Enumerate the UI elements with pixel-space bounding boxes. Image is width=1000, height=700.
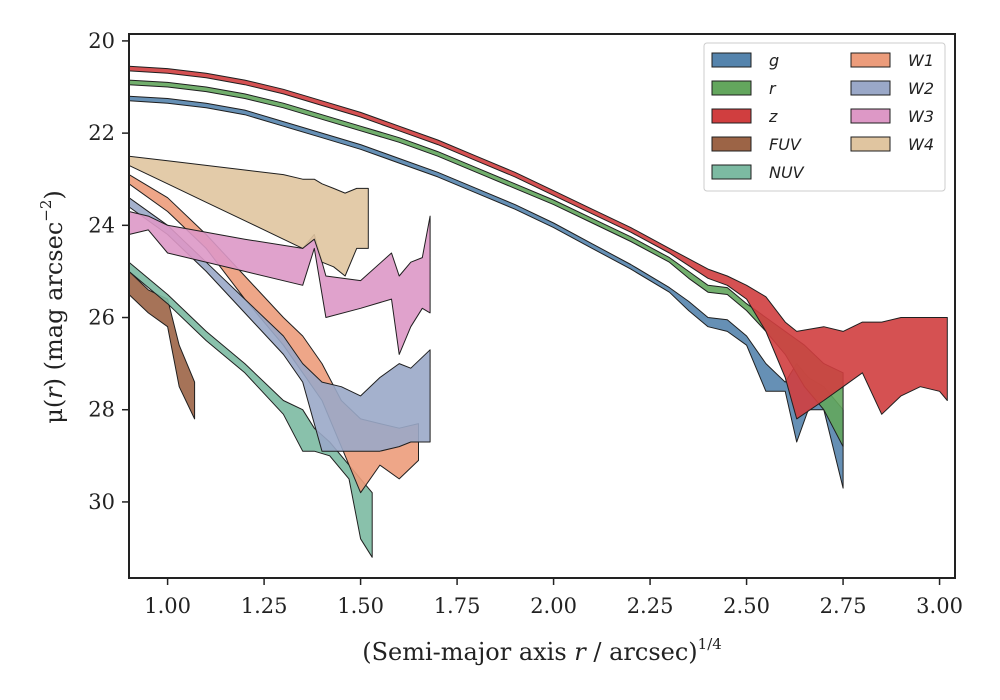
y-axis-label-tail: ) (mag arcsec	[40, 222, 68, 388]
x-tick-label: 2.25	[627, 594, 674, 618]
legend-swatch-z	[711, 108, 752, 124]
y-tick-label: 20	[88, 29, 115, 53]
legend-label-r: r	[769, 79, 777, 98]
band-area-z	[128, 65, 948, 420]
plot-frame	[128, 33, 956, 579]
x-tick-label: 2.50	[723, 594, 770, 618]
legend-swatch-w3	[850, 108, 891, 124]
legend-label-nuv: NUV	[769, 163, 805, 182]
legend-swatch-fuv	[711, 136, 752, 152]
x-axis-label: (Semi-major axis r / arcsec)1/4	[362, 635, 722, 666]
y-axis-label: μ(r) (mag arcsec−2)	[37, 190, 68, 424]
y-tick-label: 24	[88, 213, 115, 237]
y-tick-label: 26	[88, 306, 115, 330]
legend-box	[703, 42, 946, 192]
legend-swatch-w2	[850, 80, 891, 96]
y-tick-label: 22	[88, 121, 115, 145]
band-area-w4	[128, 155, 369, 277]
legend: grz FUV NUV W1 W2 W3 W4	[703, 42, 946, 192]
x-tick-label: 1.25	[241, 594, 288, 618]
x-axis-label-var: r	[574, 638, 587, 666]
legend-label-z: z	[768, 107, 778, 126]
x-axis-label-sup: 1/4	[698, 635, 722, 653]
y-axis-label-main: μ(	[40, 399, 68, 424]
legend-label-g: g	[769, 51, 779, 70]
y-tick-label: 28	[88, 398, 115, 422]
legend-swatch-r	[711, 80, 752, 96]
y-axis-label-close: )	[40, 190, 68, 199]
legend-label-fuv: FUV	[769, 135, 802, 154]
y-tick-label: 30	[88, 490, 115, 514]
legend-label-w4: W4	[908, 135, 934, 154]
band-area-r	[128, 79, 844, 448]
band-areas	[128, 65, 948, 558]
x-tick-label: 3.00	[916, 594, 963, 618]
legend-swatch-w4	[850, 136, 891, 152]
x-tick-label: 1.50	[337, 594, 384, 618]
legend-swatch-g	[711, 52, 752, 68]
x-tick-label: 2.75	[820, 594, 867, 618]
y-axis-label-var: r	[40, 386, 68, 399]
band-area-g	[128, 95, 844, 489]
x-tick-label: 1.75	[434, 594, 481, 618]
axes: 1.00 1.25 1.50 1.75 2.00 2.25 2.50 2.75 3.00 20 22…	[88, 29, 963, 618]
y-axis-label-sup: −2	[37, 200, 55, 222]
x-tick-label: 1.00	[144, 594, 191, 618]
x-axis-label-tail: / arcsec)	[586, 638, 698, 666]
legend-swatch-w1	[850, 52, 891, 68]
x-axis-label-main: (Semi-major axis	[362, 638, 574, 666]
legend-label-w1: W1	[908, 51, 934, 70]
band-area-nuv	[128, 261, 373, 558]
legend-label-w2: W2	[908, 79, 934, 98]
x-tick-label: 2.00	[530, 594, 577, 618]
legend-swatch-nuv	[711, 164, 752, 180]
legend-label-w3: W3	[908, 107, 934, 126]
